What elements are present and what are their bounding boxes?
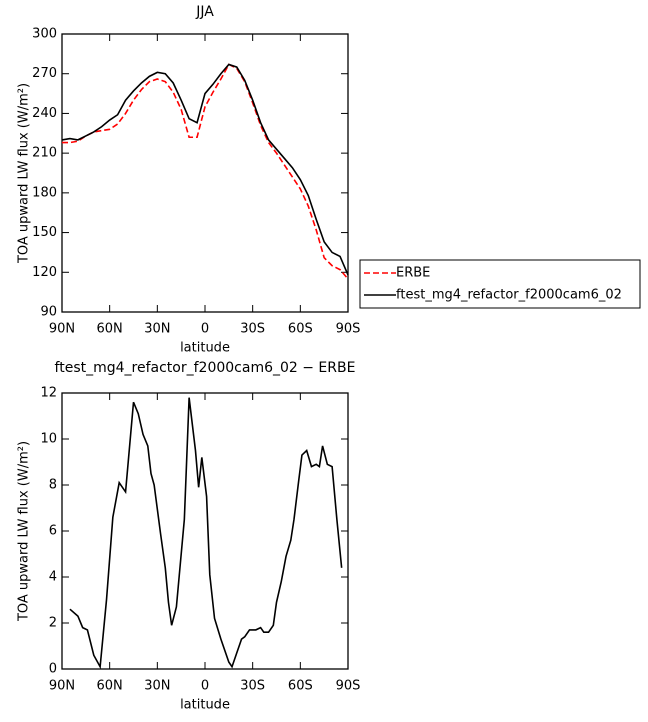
x-tick-label: 30N bbox=[144, 679, 170, 694]
y-tick-label: 270 bbox=[32, 66, 57, 81]
x-tick-label: 30N bbox=[144, 322, 170, 337]
y-tick-label: 8 bbox=[49, 478, 57, 493]
x-tick-label: 60S bbox=[288, 322, 313, 337]
y-tick-label: 10 bbox=[40, 432, 57, 447]
x-tick-label: 90N bbox=[49, 322, 75, 337]
legend-label: ftest_mg4_refactor_f2000cam6_02 bbox=[396, 288, 622, 303]
legend-box bbox=[359, 259, 641, 309]
y-tick-label: 2 bbox=[49, 616, 57, 631]
plot-frame bbox=[61, 33, 349, 313]
x-tick-label: 90S bbox=[336, 679, 361, 694]
y-tick-label: 90 bbox=[40, 305, 57, 320]
y-tick-label: 210 bbox=[32, 146, 57, 161]
x-tick-label: 60N bbox=[97, 322, 123, 337]
y-tick-label: 4 bbox=[49, 570, 57, 585]
data-line bbox=[69, 397, 343, 670]
x-tick-label: 90N bbox=[49, 679, 75, 694]
data-line bbox=[61, 63, 349, 276]
y-tick-label: 12 bbox=[40, 386, 57, 401]
x-tick-label: 0 bbox=[201, 322, 209, 337]
data-line bbox=[62, 63, 349, 280]
x-tick-label: 60S bbox=[288, 679, 313, 694]
x-tick-label: 30S bbox=[240, 322, 265, 337]
x-axis-label: latitude bbox=[180, 698, 230, 713]
y-tick-label: 300 bbox=[32, 27, 57, 42]
y-tick-label: 150 bbox=[32, 225, 57, 240]
y-tick-label: 240 bbox=[32, 106, 57, 121]
x-tick-label: 90S bbox=[336, 322, 361, 337]
y-tick-label: 0 bbox=[49, 662, 57, 677]
y-axis-label: TOA upward LW flux (W/m²) bbox=[17, 441, 32, 622]
chart-title: JJA bbox=[195, 4, 214, 20]
legend-label: ERBE bbox=[396, 266, 430, 281]
x-axis-label: latitude bbox=[180, 341, 230, 356]
y-tick-label: 6 bbox=[49, 524, 57, 539]
y-axis-label: TOA upward LW flux (W/m²) bbox=[17, 83, 32, 264]
x-tick-label: 30S bbox=[240, 679, 265, 694]
y-tick-label: 120 bbox=[32, 265, 57, 280]
plot-frame bbox=[61, 392, 349, 670]
x-tick-label: 0 bbox=[201, 679, 209, 694]
y-tick-label: 180 bbox=[32, 185, 57, 200]
x-tick-label: 60N bbox=[97, 679, 123, 694]
chart-title: ftest_mg4_refactor_f2000cam6_02 − ERBE bbox=[55, 360, 356, 376]
